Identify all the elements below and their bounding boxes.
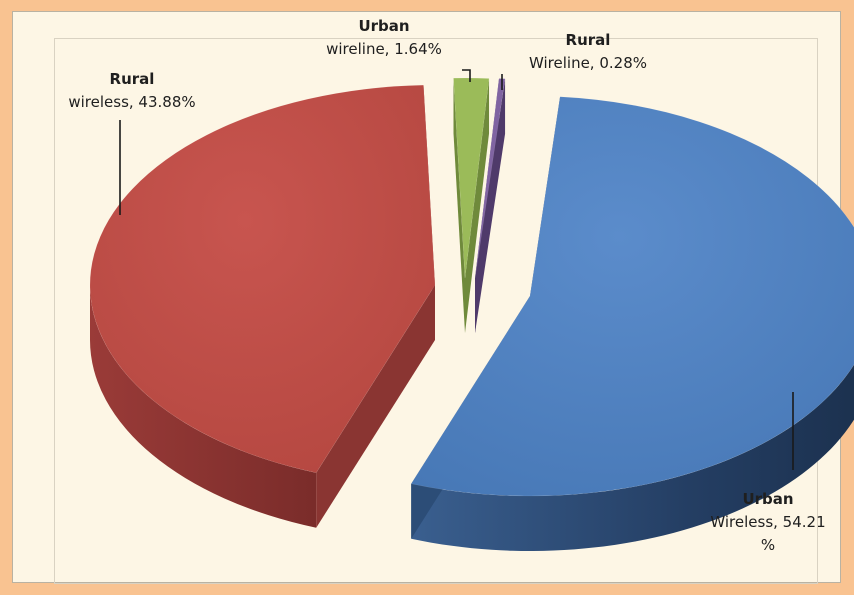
slice-top-face [89,84,436,474]
slice-cut-face [316,285,435,528]
slice-top-face [410,96,854,497]
pie-slice-rural-wireline [474,78,506,334]
pie-slice-urban-wireless [410,96,854,551]
leader-line-urban-wireline [462,69,471,82]
slice-top-face [453,77,490,279]
slice-cut-face [465,78,490,334]
data-label-urban-wireline: Urban wireline, 1.64% [326,17,442,58]
pie-slice-urban-wireline [453,77,490,334]
data-label-rural-wireless: Rural wireless, 43.88% [68,70,195,111]
slice-side-wall [89,285,317,528]
data-label-urban-wireless: Urban Wireless, 54.21% [710,490,825,554]
slice-cut-face [453,78,465,333]
data-label-rural-wireline: Rural Wireline, 0.28% [529,31,647,72]
pie-slice-rural-wireless [89,84,436,528]
slice-cut-face [475,78,506,333]
slice-side-wall [411,364,854,551]
